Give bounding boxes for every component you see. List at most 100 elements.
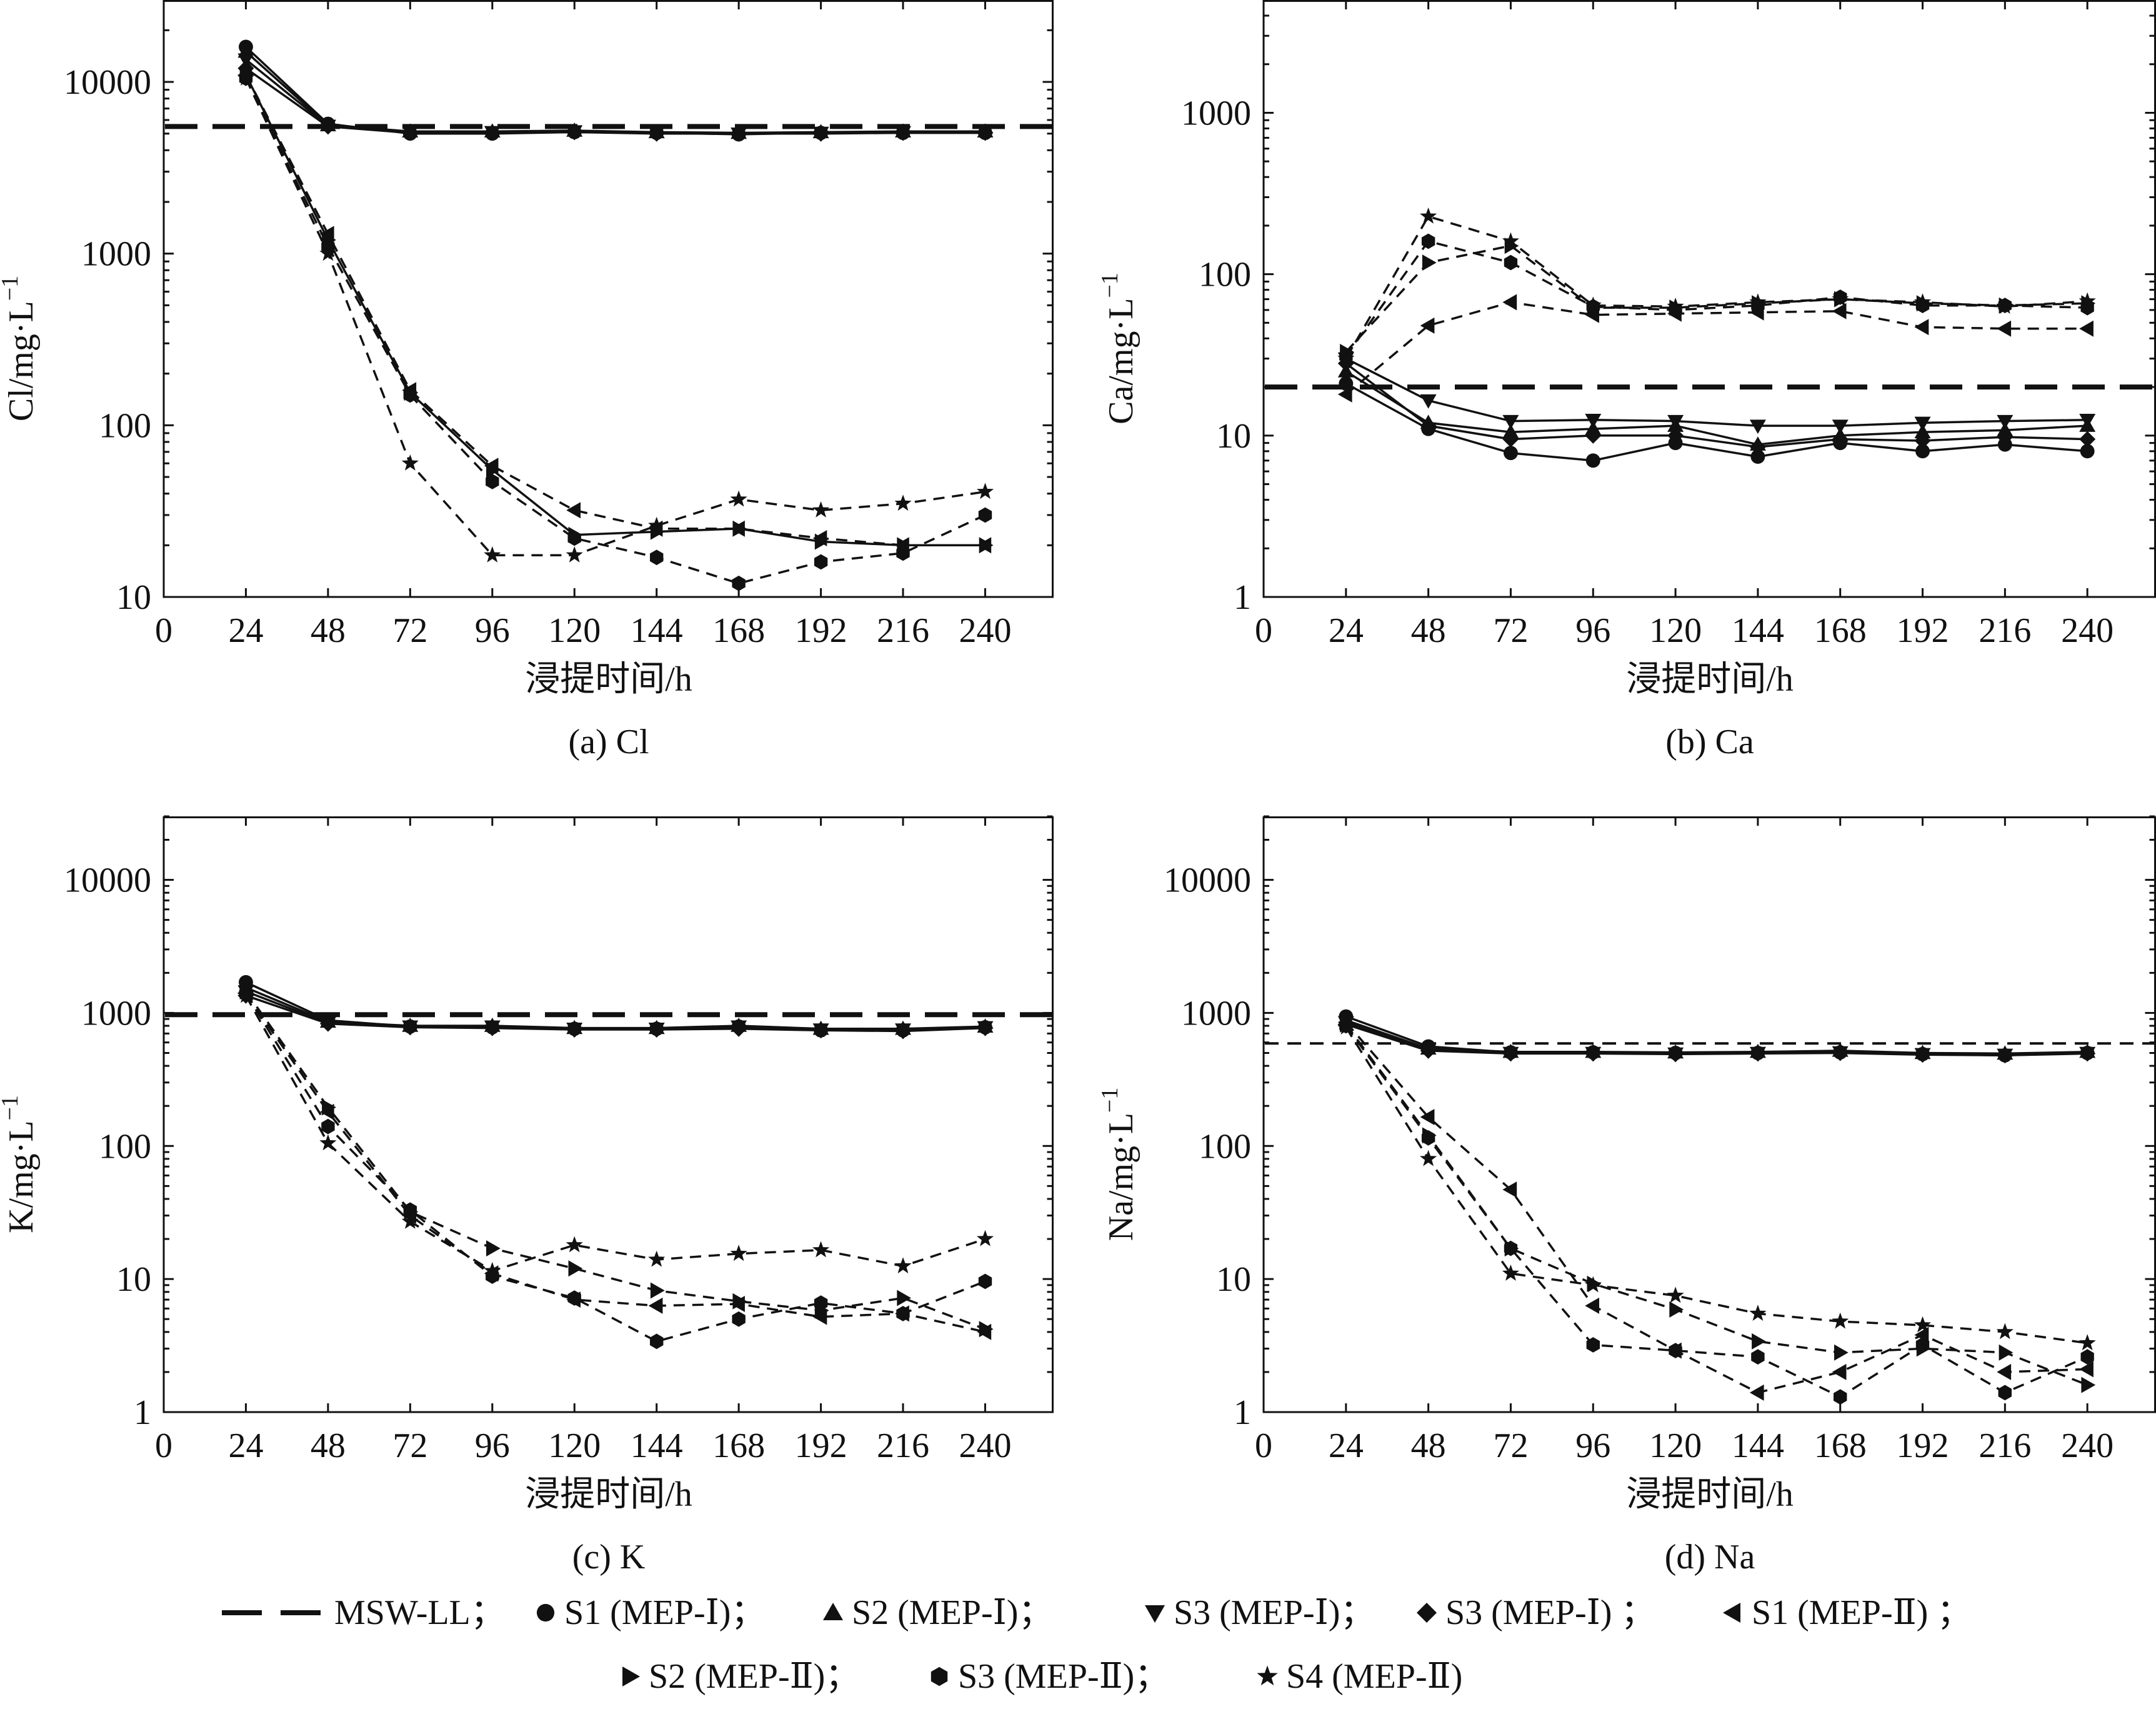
data-point <box>2081 1376 2096 1393</box>
plot-frame <box>162 0 1054 598</box>
data-point <box>1752 1333 1766 1350</box>
data-point <box>1667 414 1684 429</box>
data-point <box>894 494 912 511</box>
series-hexagon <box>1339 1018 2094 1405</box>
y-tick-label: 100 <box>1199 1127 1251 1166</box>
data-point <box>1749 1045 1766 1062</box>
data-point <box>1585 453 1600 468</box>
series-line <box>244 78 986 556</box>
plot-frame <box>1262 816 2156 1413</box>
series-line <box>1345 1023 2088 1386</box>
x-tick-label: 192 <box>795 611 847 650</box>
y-axis-label: K/mg·L−1 <box>0 1095 41 1233</box>
data-point <box>1339 376 1354 391</box>
data-point <box>979 537 994 554</box>
y-axis-label: Cl/mg·L−1 <box>0 276 41 421</box>
data-point <box>2079 414 2096 428</box>
y-axis-label: Na/mg·L−1 <box>1097 1088 1140 1241</box>
series-line <box>1345 244 2088 353</box>
series-hexagon <box>239 986 992 1350</box>
data-point <box>1914 319 1929 336</box>
legend-marker-circle <box>536 1603 555 1622</box>
data-point <box>486 1240 501 1257</box>
data-point <box>1420 1042 1437 1059</box>
x-tick-label: 120 <box>548 611 601 650</box>
y-tick-label: 100 <box>1199 256 1251 294</box>
data-point <box>814 533 829 550</box>
legend-label: MSW-LL； <box>334 1593 506 1632</box>
legend: MSW-LL； S1 (MEP-Ⅰ)； S2 (MEP-Ⅰ)； S3 (MEP-Ⅰ)；… <box>222 1593 1972 1696</box>
plot-frame <box>1262 0 2156 598</box>
data-point <box>486 474 499 489</box>
data-point <box>1420 418 1437 434</box>
legend-item: S2 (MEP-Ⅰ)； <box>823 1593 1053 1632</box>
y-axis-label-superscript: −1 <box>1097 1088 1123 1113</box>
data-point <box>1996 298 2014 314</box>
legend-label: S2 (MEP-Ⅱ)； <box>649 1657 860 1696</box>
data-point <box>648 1021 665 1038</box>
data-point <box>1585 414 1602 428</box>
panel-caption: (b) Ca <box>1665 723 1754 761</box>
data-point <box>1502 1265 1519 1281</box>
series-line <box>245 58 986 135</box>
series-line <box>1345 1026 2088 1345</box>
data-point <box>1667 1286 1684 1303</box>
panel-caption: (c) K <box>572 1538 646 1576</box>
data-point <box>1420 1150 1437 1166</box>
series-triangle-right <box>239 66 994 554</box>
x-tick-label: 0 <box>1255 1426 1272 1465</box>
series-line <box>244 78 986 585</box>
series-line <box>245 990 986 1031</box>
x-axis-label: 浸提时间/h <box>1626 660 1794 699</box>
data-point <box>1997 1363 2012 1380</box>
y-axis-label-superscript: −1 <box>0 276 23 301</box>
x-tick-label: 240 <box>959 611 1011 650</box>
y-tick-label: 1000 <box>81 994 151 1033</box>
data-point <box>319 244 337 261</box>
data-point <box>650 1282 665 1299</box>
data-point <box>1832 431 1849 448</box>
data-point <box>1914 1316 1932 1333</box>
series-line <box>244 993 986 1333</box>
data-point <box>1749 1305 1767 1321</box>
data-point <box>566 1021 583 1038</box>
data-point <box>1667 298 1684 314</box>
legend-label: S1 (MEP-Ⅱ) ； <box>1752 1593 1972 1632</box>
data-point <box>486 461 501 478</box>
x-tick-label: 72 <box>392 611 427 650</box>
data-point <box>1585 1297 1599 1314</box>
data-point <box>566 1236 583 1253</box>
data-point <box>895 1023 911 1040</box>
data-point <box>402 1019 419 1036</box>
x-tick-label: 72 <box>392 1426 427 1465</box>
data-point <box>732 575 746 591</box>
y-tick-label: 1000 <box>1181 94 1251 133</box>
data-point <box>814 1295 828 1311</box>
series-line <box>1345 240 2088 358</box>
y-tick-label: 100 <box>99 1127 151 1166</box>
data-point <box>1502 1181 1517 1198</box>
series-star <box>237 986 994 1278</box>
legend-item: S1 (MEP-Ⅰ)； <box>536 1593 766 1632</box>
data-point <box>1420 1109 1435 1125</box>
data-point <box>2079 1361 2094 1378</box>
data-point <box>1997 1047 2014 1064</box>
data-point <box>1749 1384 1764 1401</box>
data-point <box>977 124 994 141</box>
y-tick-label: 10 <box>116 1260 151 1299</box>
data-point <box>2079 292 2096 309</box>
chart-panel-1: 0 24 48 72 96 120 144 168 192 216 240 10 100 1000 1000… <box>0 0 1054 761</box>
x-tick-label: 24 <box>228 1426 263 1465</box>
y-axis-label-text: Ca/mg·L <box>1102 298 1140 424</box>
data-point <box>812 1241 830 1258</box>
x-tick-label: 48 <box>1411 611 1446 650</box>
series-star <box>1337 1018 2096 1351</box>
data-point <box>1502 1045 1519 1062</box>
data-point <box>484 124 501 141</box>
data-point <box>1421 233 1435 249</box>
data-point <box>1999 1344 2014 1361</box>
data-point <box>648 125 665 142</box>
y-tick-label: 10000 <box>64 63 151 102</box>
data-point <box>1914 433 1931 449</box>
x-tick-label: 216 <box>877 1426 929 1465</box>
